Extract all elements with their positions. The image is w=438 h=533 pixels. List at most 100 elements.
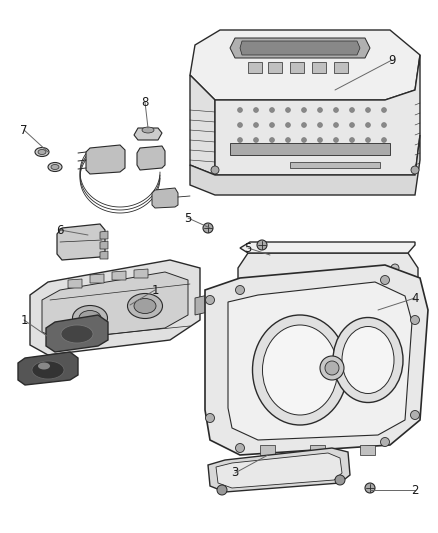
Ellipse shape [252,315,347,425]
Polygon shape [230,38,370,58]
Text: 1: 1 [20,313,28,327]
Polygon shape [205,265,428,455]
Polygon shape [268,62,282,73]
Circle shape [320,356,344,380]
Text: 7: 7 [20,124,28,136]
Ellipse shape [269,309,287,321]
Ellipse shape [279,276,321,304]
Circle shape [205,414,215,423]
Circle shape [333,123,339,127]
Circle shape [350,108,354,112]
Polygon shape [238,253,418,335]
Text: 2: 2 [411,483,419,497]
Ellipse shape [48,163,62,172]
Text: 5: 5 [244,241,252,254]
Polygon shape [240,41,360,55]
Circle shape [333,108,339,112]
Polygon shape [134,269,148,278]
Ellipse shape [61,325,93,343]
Polygon shape [334,62,348,73]
Circle shape [269,138,275,142]
Circle shape [254,108,258,112]
Circle shape [318,123,322,127]
Circle shape [318,138,322,142]
Ellipse shape [262,325,338,415]
Circle shape [254,123,258,127]
Polygon shape [360,445,375,455]
Circle shape [350,123,354,127]
Circle shape [391,288,399,296]
Ellipse shape [342,327,394,393]
Circle shape [257,240,267,250]
Ellipse shape [142,127,154,133]
Ellipse shape [73,305,107,330]
Polygon shape [248,62,262,73]
Polygon shape [100,241,108,249]
Ellipse shape [79,311,101,326]
Ellipse shape [35,148,49,157]
Circle shape [211,166,219,174]
Polygon shape [290,162,380,168]
Circle shape [318,108,322,112]
Circle shape [286,108,290,112]
Circle shape [237,138,243,142]
Polygon shape [230,143,390,155]
Polygon shape [290,62,304,73]
Text: 1: 1 [151,284,159,296]
Circle shape [286,138,290,142]
Polygon shape [190,30,420,100]
Text: 9: 9 [388,53,396,67]
Polygon shape [260,445,275,455]
Circle shape [269,123,275,127]
Circle shape [410,410,420,419]
Polygon shape [112,271,126,280]
Polygon shape [42,272,188,340]
Ellipse shape [344,284,376,306]
Circle shape [301,138,307,142]
Polygon shape [216,453,342,488]
Circle shape [381,123,386,127]
Polygon shape [190,135,420,195]
Circle shape [286,123,290,127]
Polygon shape [100,231,108,239]
Circle shape [301,108,307,112]
Ellipse shape [32,361,64,379]
Circle shape [381,108,386,112]
Ellipse shape [285,281,315,299]
Circle shape [269,108,275,112]
Circle shape [254,138,258,142]
Text: 3: 3 [231,466,239,480]
Polygon shape [18,352,78,385]
Circle shape [237,123,243,127]
Circle shape [381,438,389,447]
Circle shape [365,123,371,127]
Polygon shape [228,282,412,440]
Circle shape [325,361,339,375]
Circle shape [237,108,243,112]
Ellipse shape [51,165,59,169]
Ellipse shape [349,288,371,302]
Circle shape [381,276,389,285]
Circle shape [217,485,227,495]
Ellipse shape [134,298,156,313]
Polygon shape [215,55,420,175]
Circle shape [365,483,375,493]
Polygon shape [68,279,82,288]
Text: 8: 8 [141,95,148,109]
Circle shape [236,443,244,453]
Circle shape [203,223,213,233]
Text: 5: 5 [184,212,192,224]
Circle shape [350,138,354,142]
Circle shape [365,138,371,142]
Circle shape [301,123,307,127]
Text: 4: 4 [411,292,419,304]
Circle shape [391,264,399,272]
Ellipse shape [38,149,46,155]
Polygon shape [195,295,208,315]
Circle shape [396,276,404,284]
Circle shape [411,166,419,174]
Polygon shape [388,330,408,340]
Polygon shape [57,224,105,260]
Circle shape [410,316,420,325]
Circle shape [335,475,345,485]
